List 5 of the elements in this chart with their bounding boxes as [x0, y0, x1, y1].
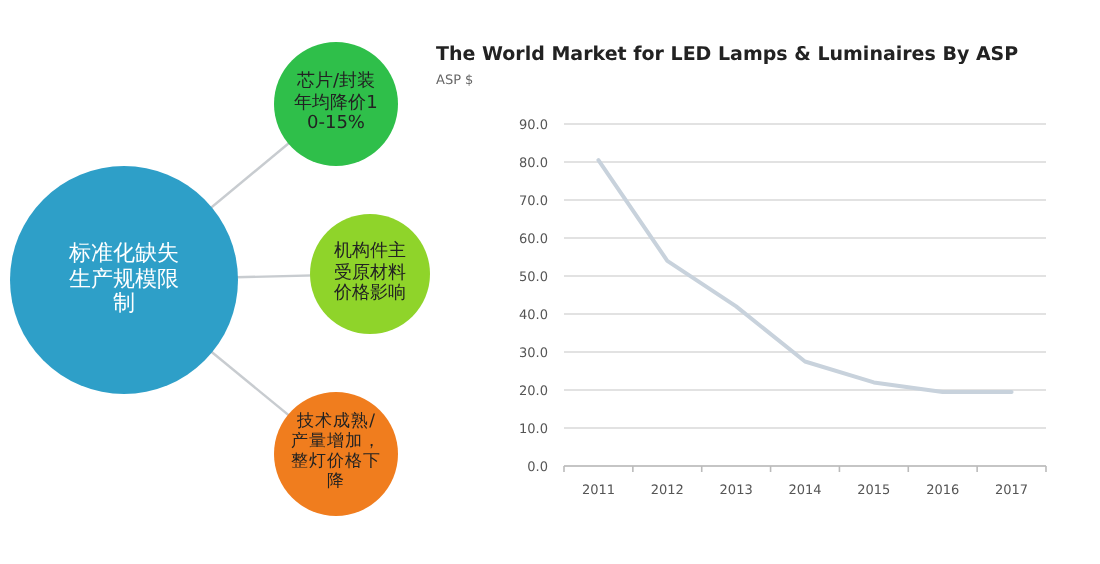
- text: 标准化缺失生产规模限制: [67, 240, 181, 318]
- chart-title: The World Market for LED Lamps & Luminaires By ASP: [436, 44, 1019, 66]
- text: 芯片/封装年均降价10-15%: [292, 72, 380, 136]
- text: 技术成熟/产量增加，整灯价格下降: [290, 412, 382, 494]
- text: 机构件主受原材料价格影响: [332, 242, 408, 306]
